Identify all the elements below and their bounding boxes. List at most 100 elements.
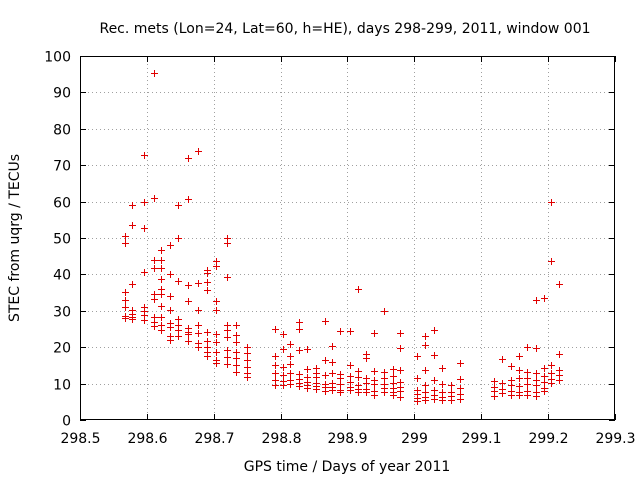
data-point xyxy=(329,359,336,366)
data-point xyxy=(381,389,388,396)
data-point xyxy=(322,388,329,395)
y-axis-label: STEC from uqrg / TECUs xyxy=(7,154,23,322)
data-point xyxy=(233,355,240,362)
data-point xyxy=(141,317,148,324)
data-point xyxy=(224,354,231,361)
data-point xyxy=(213,349,220,356)
data-point xyxy=(195,280,202,287)
data-point xyxy=(213,339,220,346)
data-point xyxy=(141,269,148,276)
data-point xyxy=(175,278,182,285)
y-tick-label: 50 xyxy=(53,232,71,248)
y-tick-label: 100 xyxy=(44,50,71,66)
data-point xyxy=(224,361,231,368)
data-point xyxy=(422,397,429,404)
data-point xyxy=(431,377,438,384)
data-point xyxy=(244,357,251,364)
data-point xyxy=(355,374,362,381)
data-point xyxy=(381,375,388,382)
y-tick-label: 70 xyxy=(53,159,71,175)
data-point xyxy=(371,381,378,388)
data-point xyxy=(337,328,344,335)
data-point xyxy=(287,341,294,348)
data-point xyxy=(457,376,464,383)
y-axis: 0 10 20 30 40 50 60 70 80 90 100 xyxy=(44,50,615,430)
data-point xyxy=(541,373,548,380)
data-point xyxy=(224,327,231,334)
data-point xyxy=(122,297,129,304)
x-tick-label: 298.8 xyxy=(261,431,301,447)
data-point xyxy=(158,276,165,283)
y-tick-label: 0 xyxy=(62,414,71,430)
data-point xyxy=(122,304,129,311)
data-point xyxy=(272,370,279,377)
x-axis: 298.5 298.6 298.7 298.8 298.9 299 299.1 299.2 29… xyxy=(60,56,636,447)
data-point xyxy=(175,333,182,340)
data-point xyxy=(233,332,240,339)
data-point xyxy=(129,202,136,209)
data-point xyxy=(508,382,515,389)
data-point xyxy=(431,352,438,359)
data-point xyxy=(195,148,202,155)
data-point xyxy=(439,365,446,372)
data-point xyxy=(233,362,240,369)
data-point xyxy=(548,370,555,377)
data-point xyxy=(556,351,563,358)
data-point xyxy=(175,235,182,242)
data-point xyxy=(322,372,329,379)
x-tick-label: 298.7 xyxy=(194,431,234,447)
data-point xyxy=(167,337,174,344)
data-point xyxy=(499,356,506,363)
data-point xyxy=(397,345,404,352)
data-points xyxy=(122,70,563,405)
data-point xyxy=(533,393,540,400)
data-point xyxy=(337,375,344,382)
y-tick-label: 30 xyxy=(53,305,71,321)
data-point xyxy=(414,353,421,360)
data-point xyxy=(556,281,563,288)
data-point xyxy=(175,316,182,323)
data-point xyxy=(524,344,531,351)
data-point xyxy=(129,281,136,288)
data-point xyxy=(533,382,540,389)
data-point xyxy=(457,396,464,403)
data-point xyxy=(371,330,378,337)
data-point xyxy=(355,286,362,293)
data-point xyxy=(491,393,498,400)
x-tick-label: 298.9 xyxy=(327,431,367,447)
data-point xyxy=(337,389,344,396)
data-point xyxy=(533,345,540,352)
data-point xyxy=(390,373,397,380)
x-tick-label: 298.5 xyxy=(60,431,100,447)
data-point xyxy=(347,362,354,369)
data-point xyxy=(287,361,294,368)
data-point xyxy=(185,298,192,305)
data-point xyxy=(204,353,211,360)
data-point xyxy=(122,240,129,247)
chart-title: Rec. mets (Lon=24, Lat=60, h=HE), days 2… xyxy=(99,21,590,37)
data-point xyxy=(213,331,220,338)
data-point xyxy=(204,279,211,286)
data-point xyxy=(141,152,148,159)
data-point xyxy=(296,326,303,333)
data-point xyxy=(158,303,165,310)
data-point xyxy=(499,380,506,387)
data-point xyxy=(175,327,182,334)
y-tick-label: 20 xyxy=(53,341,71,357)
x-tick-label: 299.2 xyxy=(528,431,568,447)
data-point xyxy=(439,381,446,388)
data-point xyxy=(541,365,548,372)
data-point xyxy=(195,322,202,329)
data-point xyxy=(224,347,231,354)
data-point xyxy=(322,357,329,364)
data-point xyxy=(457,385,464,392)
data-point xyxy=(224,274,231,281)
data-point xyxy=(516,375,523,382)
data-point xyxy=(213,307,220,314)
data-point xyxy=(516,383,523,390)
data-point xyxy=(195,307,202,314)
data-point xyxy=(548,258,555,265)
data-point xyxy=(244,344,251,351)
data-point xyxy=(280,364,287,371)
data-point xyxy=(355,368,362,375)
